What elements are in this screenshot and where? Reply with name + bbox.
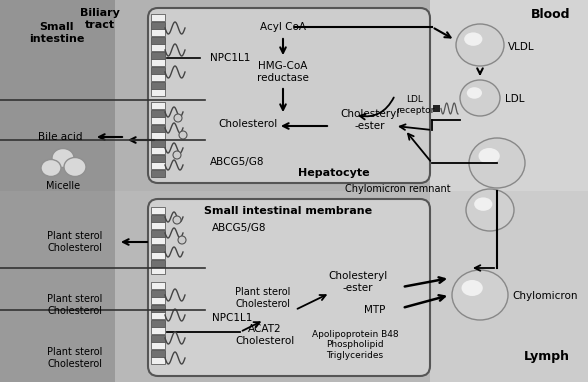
Ellipse shape [64, 157, 86, 176]
Bar [151, 290, 165, 296]
Ellipse shape [173, 151, 181, 159]
Bar [151, 312, 165, 319]
FancyBboxPatch shape [148, 8, 430, 183]
Bar [151, 37, 165, 44]
Bar [151, 102, 165, 109]
Ellipse shape [173, 216, 181, 224]
Bar [0, 0, 588, 191]
Bar [430, 0, 588, 191]
Text: Micelle: Micelle [46, 181, 80, 191]
Bar [151, 207, 165, 214]
Text: Small intestinal membrane: Small intestinal membrane [204, 206, 372, 216]
Text: ACAT2
Cholesterol: ACAT2 Cholesterol [235, 324, 295, 346]
Text: Plant sterol
Cholesterol: Plant sterol Cholesterol [47, 347, 103, 369]
Ellipse shape [174, 114, 182, 122]
Text: Cholesteryl
-ester: Cholesteryl -ester [328, 271, 387, 293]
Bar [151, 222, 165, 229]
Text: Cholesterol: Cholesterol [218, 119, 278, 129]
Bar [151, 110, 165, 117]
Text: MTP: MTP [365, 305, 386, 315]
Text: Chylomicron: Chylomicron [512, 291, 577, 301]
Bar [151, 14, 165, 21]
Text: Blood: Blood [530, 8, 570, 21]
Bar [151, 132, 165, 139]
Text: ABCG5/G8: ABCG5/G8 [212, 223, 266, 233]
Text: Plant sterol
Cholesterol: Plant sterol Cholesterol [47, 294, 103, 316]
Bar [151, 52, 165, 58]
Bar [151, 319, 165, 327]
Ellipse shape [179, 131, 187, 139]
Bar [151, 267, 165, 274]
Ellipse shape [456, 24, 504, 66]
Bar [430, 191, 588, 382]
Ellipse shape [466, 189, 514, 231]
Ellipse shape [479, 148, 500, 164]
Bar [151, 125, 165, 131]
Ellipse shape [460, 80, 500, 116]
Bar [151, 215, 165, 222]
Bar [151, 162, 165, 169]
Text: Plant sterol
Cholesterol: Plant sterol Cholesterol [47, 231, 103, 253]
Bar [0, 191, 115, 382]
Bar [151, 139, 165, 147]
Bar [151, 335, 165, 342]
Text: VLDL: VLDL [508, 42, 534, 52]
Text: ABCG5/G8: ABCG5/G8 [210, 157, 265, 167]
Bar [151, 154, 165, 162]
Bar [151, 342, 165, 349]
Bar [151, 66, 165, 73]
Bar [151, 304, 165, 311]
Bar [433, 105, 440, 112]
Bar [151, 357, 165, 364]
Bar [151, 21, 165, 29]
Bar [151, 327, 165, 334]
Text: LDL
receptor: LDL receptor [396, 95, 434, 115]
FancyBboxPatch shape [148, 199, 430, 376]
Bar [151, 44, 165, 51]
Bar [151, 282, 165, 289]
Bar [151, 230, 165, 236]
Text: Apolipoprotein B48
Phospholipid
Triglycerides: Apolipoprotein B48 Phospholipid Triglyce… [312, 330, 398, 360]
Bar [151, 81, 165, 89]
Ellipse shape [52, 149, 74, 167]
Bar [151, 29, 165, 36]
Text: Bile acid: Bile acid [38, 132, 82, 142]
Bar [151, 252, 165, 259]
Text: LDL: LDL [505, 94, 524, 104]
Bar [151, 350, 165, 356]
Text: Small
intestine: Small intestine [29, 22, 85, 44]
Bar [151, 147, 165, 154]
Text: Plant sterol
Cholesterol: Plant sterol Cholesterol [235, 287, 290, 309]
Text: Biliary
tract: Biliary tract [80, 8, 120, 29]
Ellipse shape [467, 87, 482, 99]
Text: Lymph: Lymph [524, 350, 570, 363]
Text: HMG-CoA
reductase: HMG-CoA reductase [257, 61, 309, 83]
Bar [151, 237, 165, 244]
Text: NPC1L1: NPC1L1 [212, 313, 252, 323]
Ellipse shape [469, 138, 525, 188]
Text: Acyl CoA: Acyl CoA [260, 22, 306, 32]
Text: Chylomicron remnant: Chylomicron remnant [345, 184, 450, 194]
Bar [0, 0, 115, 191]
Bar [151, 89, 165, 96]
Bar [151, 244, 165, 251]
Ellipse shape [462, 280, 483, 296]
Bar [151, 59, 165, 66]
Ellipse shape [41, 160, 61, 176]
Ellipse shape [474, 197, 492, 211]
Text: Cholesteryl
-ester: Cholesteryl -ester [340, 109, 400, 131]
Bar [0, 191, 588, 382]
Text: Hepatocyte: Hepatocyte [298, 168, 370, 178]
Ellipse shape [452, 270, 508, 320]
Bar [151, 74, 165, 81]
Bar [151, 117, 165, 124]
Ellipse shape [178, 236, 186, 244]
Ellipse shape [464, 32, 482, 46]
Bar [151, 170, 165, 176]
Bar [151, 297, 165, 304]
Text: NPC1L1: NPC1L1 [210, 53, 250, 63]
Bar [151, 259, 165, 267]
